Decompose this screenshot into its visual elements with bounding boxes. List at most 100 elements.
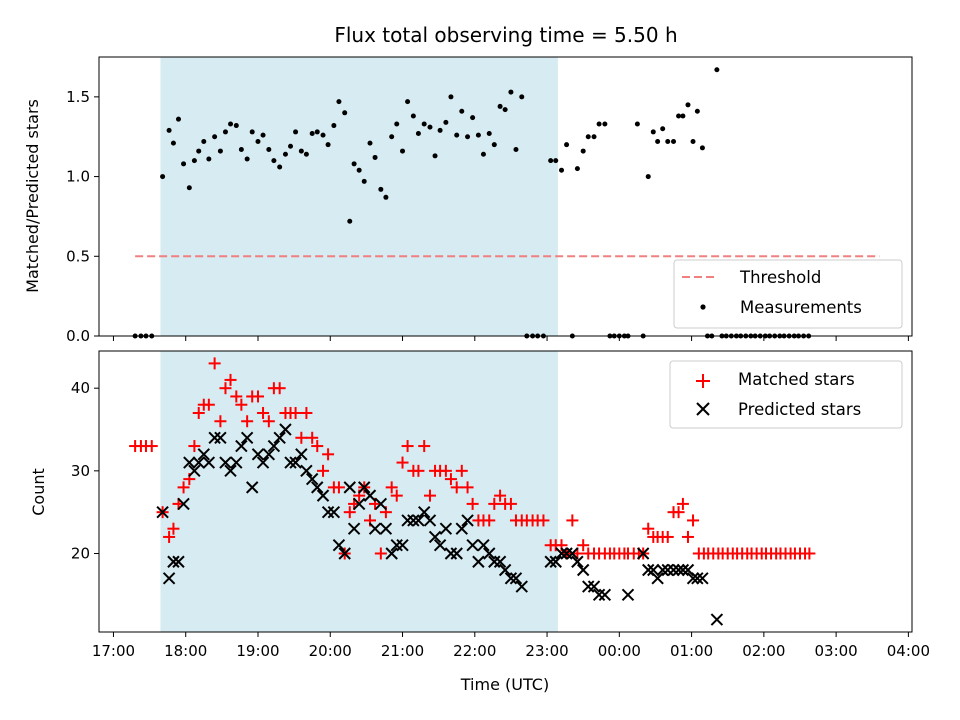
predicted-star-point xyxy=(647,563,660,577)
predicted-star-point xyxy=(235,439,248,453)
matched-star-point xyxy=(322,448,335,461)
matched-star-point xyxy=(289,406,302,419)
measurement-point xyxy=(502,107,508,113)
x-tick-label: 01:00 xyxy=(670,642,713,660)
measurement-point xyxy=(217,148,223,154)
measurement-point xyxy=(282,151,288,157)
predicted-star-point xyxy=(284,456,297,469)
measurement-point xyxy=(356,167,362,173)
top-axes-frame xyxy=(98,56,913,337)
predicted-star-point xyxy=(423,514,437,527)
predicted-star-point xyxy=(598,588,612,602)
matched-star-point xyxy=(396,456,409,469)
top-panel: 0.0 0.5 1.0 1.5 Matched/Predicted stars Thr… xyxy=(23,56,913,345)
measurement-point xyxy=(685,102,691,108)
predicted-star-point xyxy=(327,505,341,519)
predicted-star-point xyxy=(197,448,210,461)
matched-star-point xyxy=(208,357,221,370)
x-tick-label: 19:00 xyxy=(236,642,279,660)
predicted-star-point xyxy=(396,539,409,552)
measurement-point xyxy=(347,218,353,224)
predicted-star-point xyxy=(560,547,573,560)
predicted-star-point xyxy=(417,505,431,519)
measurement-point xyxy=(394,121,400,127)
bottom-axes-frame xyxy=(98,350,913,633)
predicted-star-point xyxy=(515,580,528,593)
matched-star-point xyxy=(661,530,674,543)
measurement-point xyxy=(201,138,207,144)
predicted-star-point xyxy=(188,464,201,478)
predicted-star-point xyxy=(316,489,330,502)
predicted-star-point xyxy=(385,547,398,560)
predicted-star-point xyxy=(498,563,512,577)
measurement-point xyxy=(513,146,519,152)
measurement-point xyxy=(421,121,427,127)
measurement-point xyxy=(389,134,395,140)
measurement-point xyxy=(238,146,244,152)
predicted-star-point xyxy=(412,514,425,527)
top-y-ticks: 0.0 0.5 1.0 1.5 xyxy=(66,88,99,345)
matched-star-point xyxy=(332,481,345,494)
predicted-star-point xyxy=(651,572,664,585)
predicted-star-point xyxy=(172,555,185,568)
matched-star-point xyxy=(167,522,180,535)
matched-star-point xyxy=(390,489,403,502)
predicted-star-point xyxy=(251,448,265,461)
measurement-point xyxy=(186,185,192,191)
predicted-star-point xyxy=(338,547,351,560)
measurement-point xyxy=(645,174,651,180)
matched-star-point xyxy=(145,440,158,453)
predicted-star-point xyxy=(192,456,205,469)
predicted-star-point xyxy=(407,514,420,527)
matched-star-point xyxy=(374,547,387,560)
matched-star-point xyxy=(418,440,431,453)
measurement-point xyxy=(170,140,176,146)
measurement-point xyxy=(602,121,608,127)
measurement-point xyxy=(342,110,348,116)
predicted-star-point xyxy=(661,563,674,577)
predicted-star-point xyxy=(305,472,319,486)
top-legend-box xyxy=(673,259,903,329)
predicted-star-point xyxy=(566,547,579,560)
legend-threshold-label: Threshold xyxy=(739,268,821,287)
bottom-y-axis-label: Count xyxy=(29,468,48,516)
measurement-point xyxy=(336,99,342,105)
matched-star-point xyxy=(188,440,201,453)
predicted-star-point xyxy=(208,431,221,444)
measurement-point xyxy=(591,134,597,140)
matched-star-point xyxy=(385,481,398,494)
predicted-star-point xyxy=(177,497,190,511)
measurement-point xyxy=(660,126,666,132)
predicted-star-point xyxy=(167,555,180,568)
x-tick-label: 20:00 xyxy=(309,642,352,660)
measurement-point xyxy=(293,129,299,135)
matched-star-point xyxy=(202,398,215,411)
matched-star-point xyxy=(224,373,237,386)
matched-star-point xyxy=(401,440,414,453)
predicted-star-point xyxy=(343,481,356,494)
measurement-point xyxy=(160,174,166,180)
measurement-point xyxy=(491,142,497,148)
matched-stars-points xyxy=(129,357,816,560)
matched-star-point xyxy=(214,415,227,428)
measurement-point xyxy=(574,166,580,172)
predicted-star-point xyxy=(461,514,474,527)
matched-star-point xyxy=(687,514,700,527)
measurement-point xyxy=(634,121,640,127)
matched-star-point xyxy=(537,514,550,527)
predicted-star-point xyxy=(587,580,601,593)
measurement-point xyxy=(665,138,671,144)
predicted-star-point xyxy=(571,555,584,568)
matched-star-point xyxy=(642,522,655,535)
measurement-point xyxy=(508,89,514,95)
measurement-point xyxy=(415,131,421,137)
measurement-point xyxy=(694,108,700,114)
predicted-star-point xyxy=(488,555,501,568)
predicted-star-point xyxy=(368,522,382,535)
predicted-star-point xyxy=(224,464,237,478)
predicted-star-point xyxy=(256,456,270,469)
matched-star-point xyxy=(251,390,264,403)
measurement-point xyxy=(596,121,602,127)
measurement-point xyxy=(714,67,720,73)
